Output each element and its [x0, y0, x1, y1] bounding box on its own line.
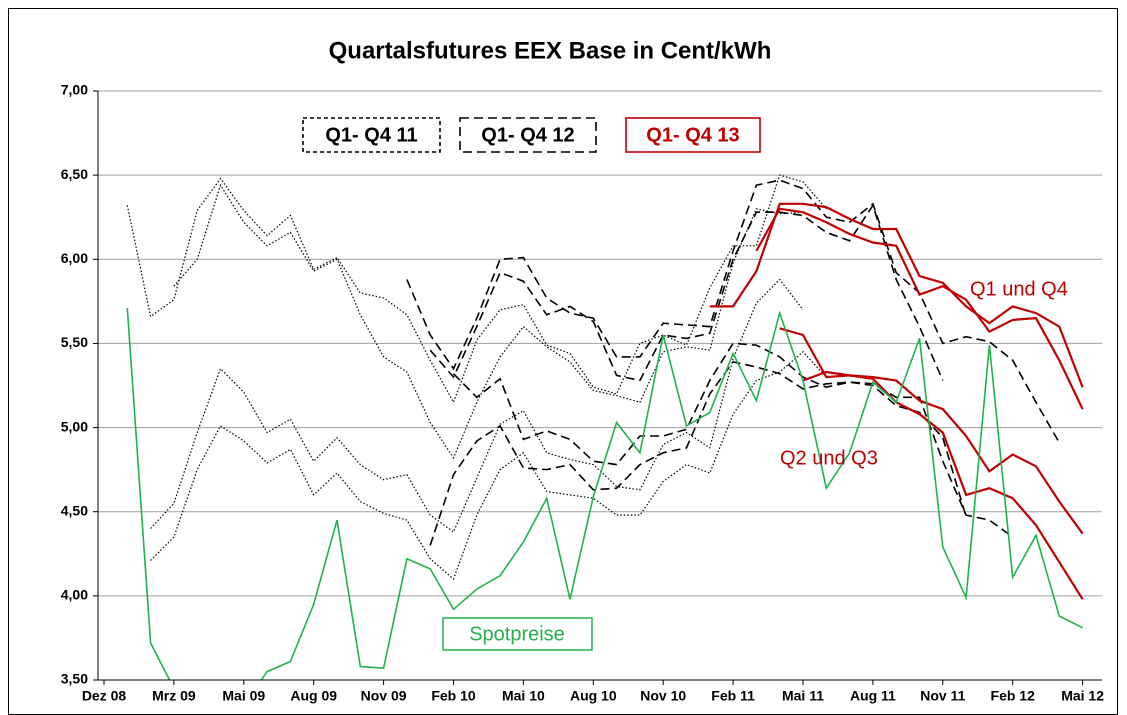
- x-tick-label: Nov 09: [361, 688, 407, 704]
- x-tick-label: Aug 10: [570, 688, 617, 704]
- y-tick-label: 4,50: [61, 502, 88, 518]
- x-tick-label: Aug 11: [850, 688, 896, 704]
- x-tick-label: Feb 12: [991, 688, 1036, 704]
- x-tick-label: Mai 11: [782, 688, 824, 704]
- y-tick-label: 5,00: [61, 418, 88, 434]
- legend-box: [459, 117, 597, 153]
- x-tick-label: Dez 08: [82, 688, 127, 704]
- legend-box: [625, 117, 761, 153]
- x-tick-label: Mai 10: [502, 688, 545, 704]
- x-tick-label: Mrz 09: [152, 688, 196, 704]
- series-line: [802, 370, 1084, 600]
- labels: 3,50 4,00 4,50 5,00 5,50 6,00 6,50 7,00 Dez 08 Mr…: [61, 82, 1104, 704]
- annotation: Q2 und Q3: [780, 447, 878, 469]
- y-tick-label: 6,00: [61, 250, 88, 266]
- grid: [98, 90, 1102, 681]
- x-tick-label: Feb 11: [711, 688, 755, 704]
- y-tick-label: 6,50: [61, 166, 88, 182]
- spot-label-box: [442, 617, 593, 651]
- series-line: [755, 207, 1084, 410]
- series-line: [150, 278, 804, 533]
- series-line: [429, 203, 944, 382]
- x-tick-label: Mai 12: [1061, 688, 1104, 704]
- legend-label: Q1- Q4 11: [325, 124, 417, 146]
- series-line: [173, 183, 804, 460]
- series-line: [779, 327, 1084, 535]
- y-tick-label: 7,00: [61, 82, 88, 98]
- y-tick-label: 4,00: [61, 587, 88, 603]
- chart-title: Quartalsfutures EEX Base in Cent/kWh: [329, 37, 772, 64]
- x-tick-label: Nov 11: [920, 688, 965, 704]
- y-tick-label: 5,50: [61, 334, 88, 350]
- x-tick-label: Aug 09: [290, 688, 337, 704]
- legend-box: [302, 117, 441, 153]
- series-line: [126, 308, 1083, 680]
- x-tick-label: Feb 10: [431, 688, 476, 704]
- frame: [8, 8, 1118, 715]
- legend-label: Q1- Q4 13: [646, 124, 739, 146]
- legend-label: Q1- Q4 12: [481, 124, 574, 146]
- series-line: [452, 342, 1014, 538]
- spot-label: Spotpreise: [469, 623, 565, 645]
- series-line: [709, 202, 1084, 388]
- series-line: [429, 361, 967, 546]
- annotation: Q1 und Q4: [970, 278, 1068, 300]
- y-tick-label: 3,50: [61, 671, 88, 687]
- series-line: [406, 179, 1060, 444]
- x-tick-label: Nov 10: [640, 688, 686, 704]
- x-tick-label: Mai 09: [222, 688, 265, 704]
- plot-lines: [126, 174, 1084, 680]
